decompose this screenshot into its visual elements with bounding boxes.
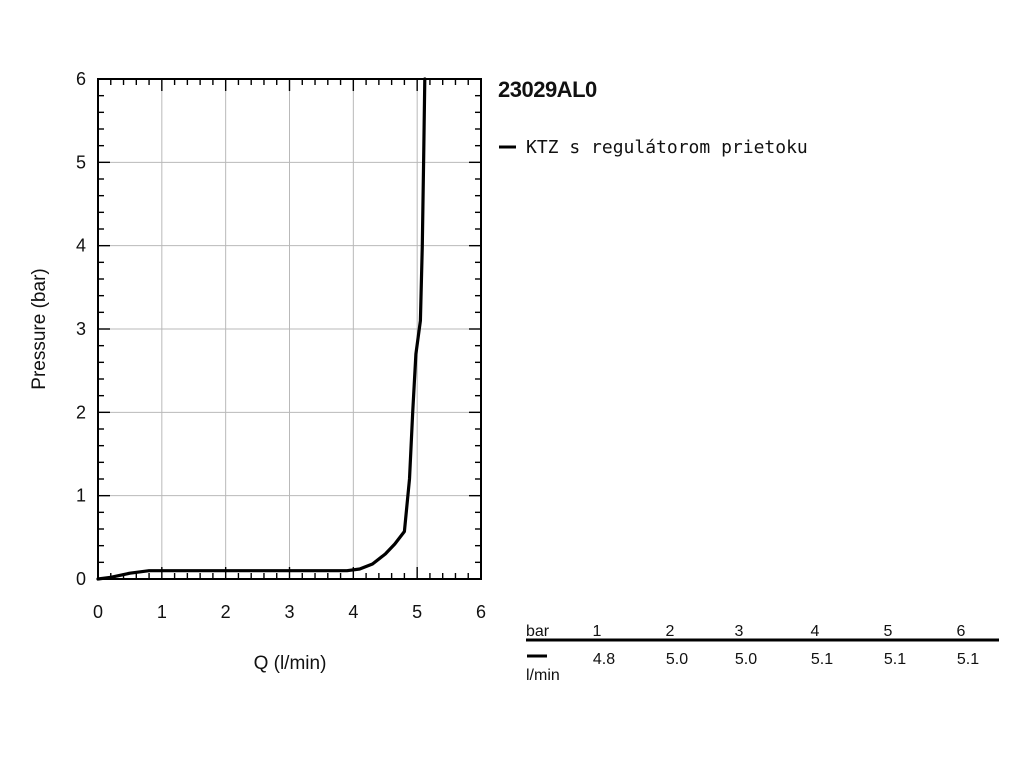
x-tick-label-6: 6 — [476, 602, 486, 622]
plot-frame — [97, 78, 482, 580]
y-tick-labels: 0 1 2 3 4 5 6 — [76, 69, 86, 589]
table-pressure-4: 4 — [811, 623, 820, 640]
x-tick-label-4: 4 — [348, 602, 358, 622]
x-tick-label-0: 0 — [93, 602, 103, 622]
table-pressure-5: 5 — [884, 623, 893, 640]
y-tick-label-0: 0 — [76, 569, 86, 589]
y-tick-label-6: 6 — [76, 69, 86, 89]
y-tick-label-2: 2 — [76, 402, 86, 422]
x-axis-title: Q (l/min) — [254, 653, 327, 674]
y-tick-label-4: 4 — [76, 236, 86, 256]
table-pressure-3: 3 — [735, 623, 744, 640]
x-tick-label-1: 1 — [157, 602, 167, 622]
x-tick-label-3: 3 — [284, 602, 294, 622]
x-tick-label-5: 5 — [412, 602, 422, 622]
series-line-0 — [96, 77, 427, 581]
table-pressure-6: 6 — [957, 623, 966, 640]
x-tick-labels: 0 1 2 3 4 5 6 — [93, 602, 486, 622]
y-tick-label-5: 5 — [76, 152, 86, 172]
table-pressure-1: 1 — [593, 623, 602, 640]
y-tick-label-1: 1 — [76, 486, 86, 506]
table-row-header: bar — [526, 623, 550, 640]
plot-grid — [98, 79, 481, 579]
table-unit-label: l/min — [526, 667, 560, 684]
legend: KTZ s regulátorom prietoku — [499, 137, 808, 158]
series-layer — [96, 77, 427, 581]
chart-title: 23029AL0 — [498, 77, 597, 102]
table-flow-1: 4.8 — [593, 651, 615, 668]
y-axis-title: Pressure (bar) — [29, 268, 50, 389]
table-columns: 1 4.8 2 5.0 3 5.0 4 5.1 5 5.1 6 5.1 — [593, 623, 980, 668]
table-flow-3: 5.0 — [735, 651, 757, 668]
table-pressure-2: 2 — [666, 623, 675, 640]
table-flow-2: 5.0 — [666, 651, 688, 668]
flow-table: bar l/min 1 4.8 2 5.0 3 5.0 4 5.1 5 5.1 6 5.1 — [526, 623, 999, 684]
table-flow-5: 5.1 — [884, 651, 906, 668]
table-flow-4: 5.1 — [811, 651, 833, 668]
table-flow-6: 5.1 — [957, 651, 979, 668]
x-tick-label-2: 2 — [221, 602, 231, 622]
legend-label: KTZ s regulátorom prietoku — [526, 137, 808, 158]
y-tick-label-3: 3 — [76, 319, 86, 339]
